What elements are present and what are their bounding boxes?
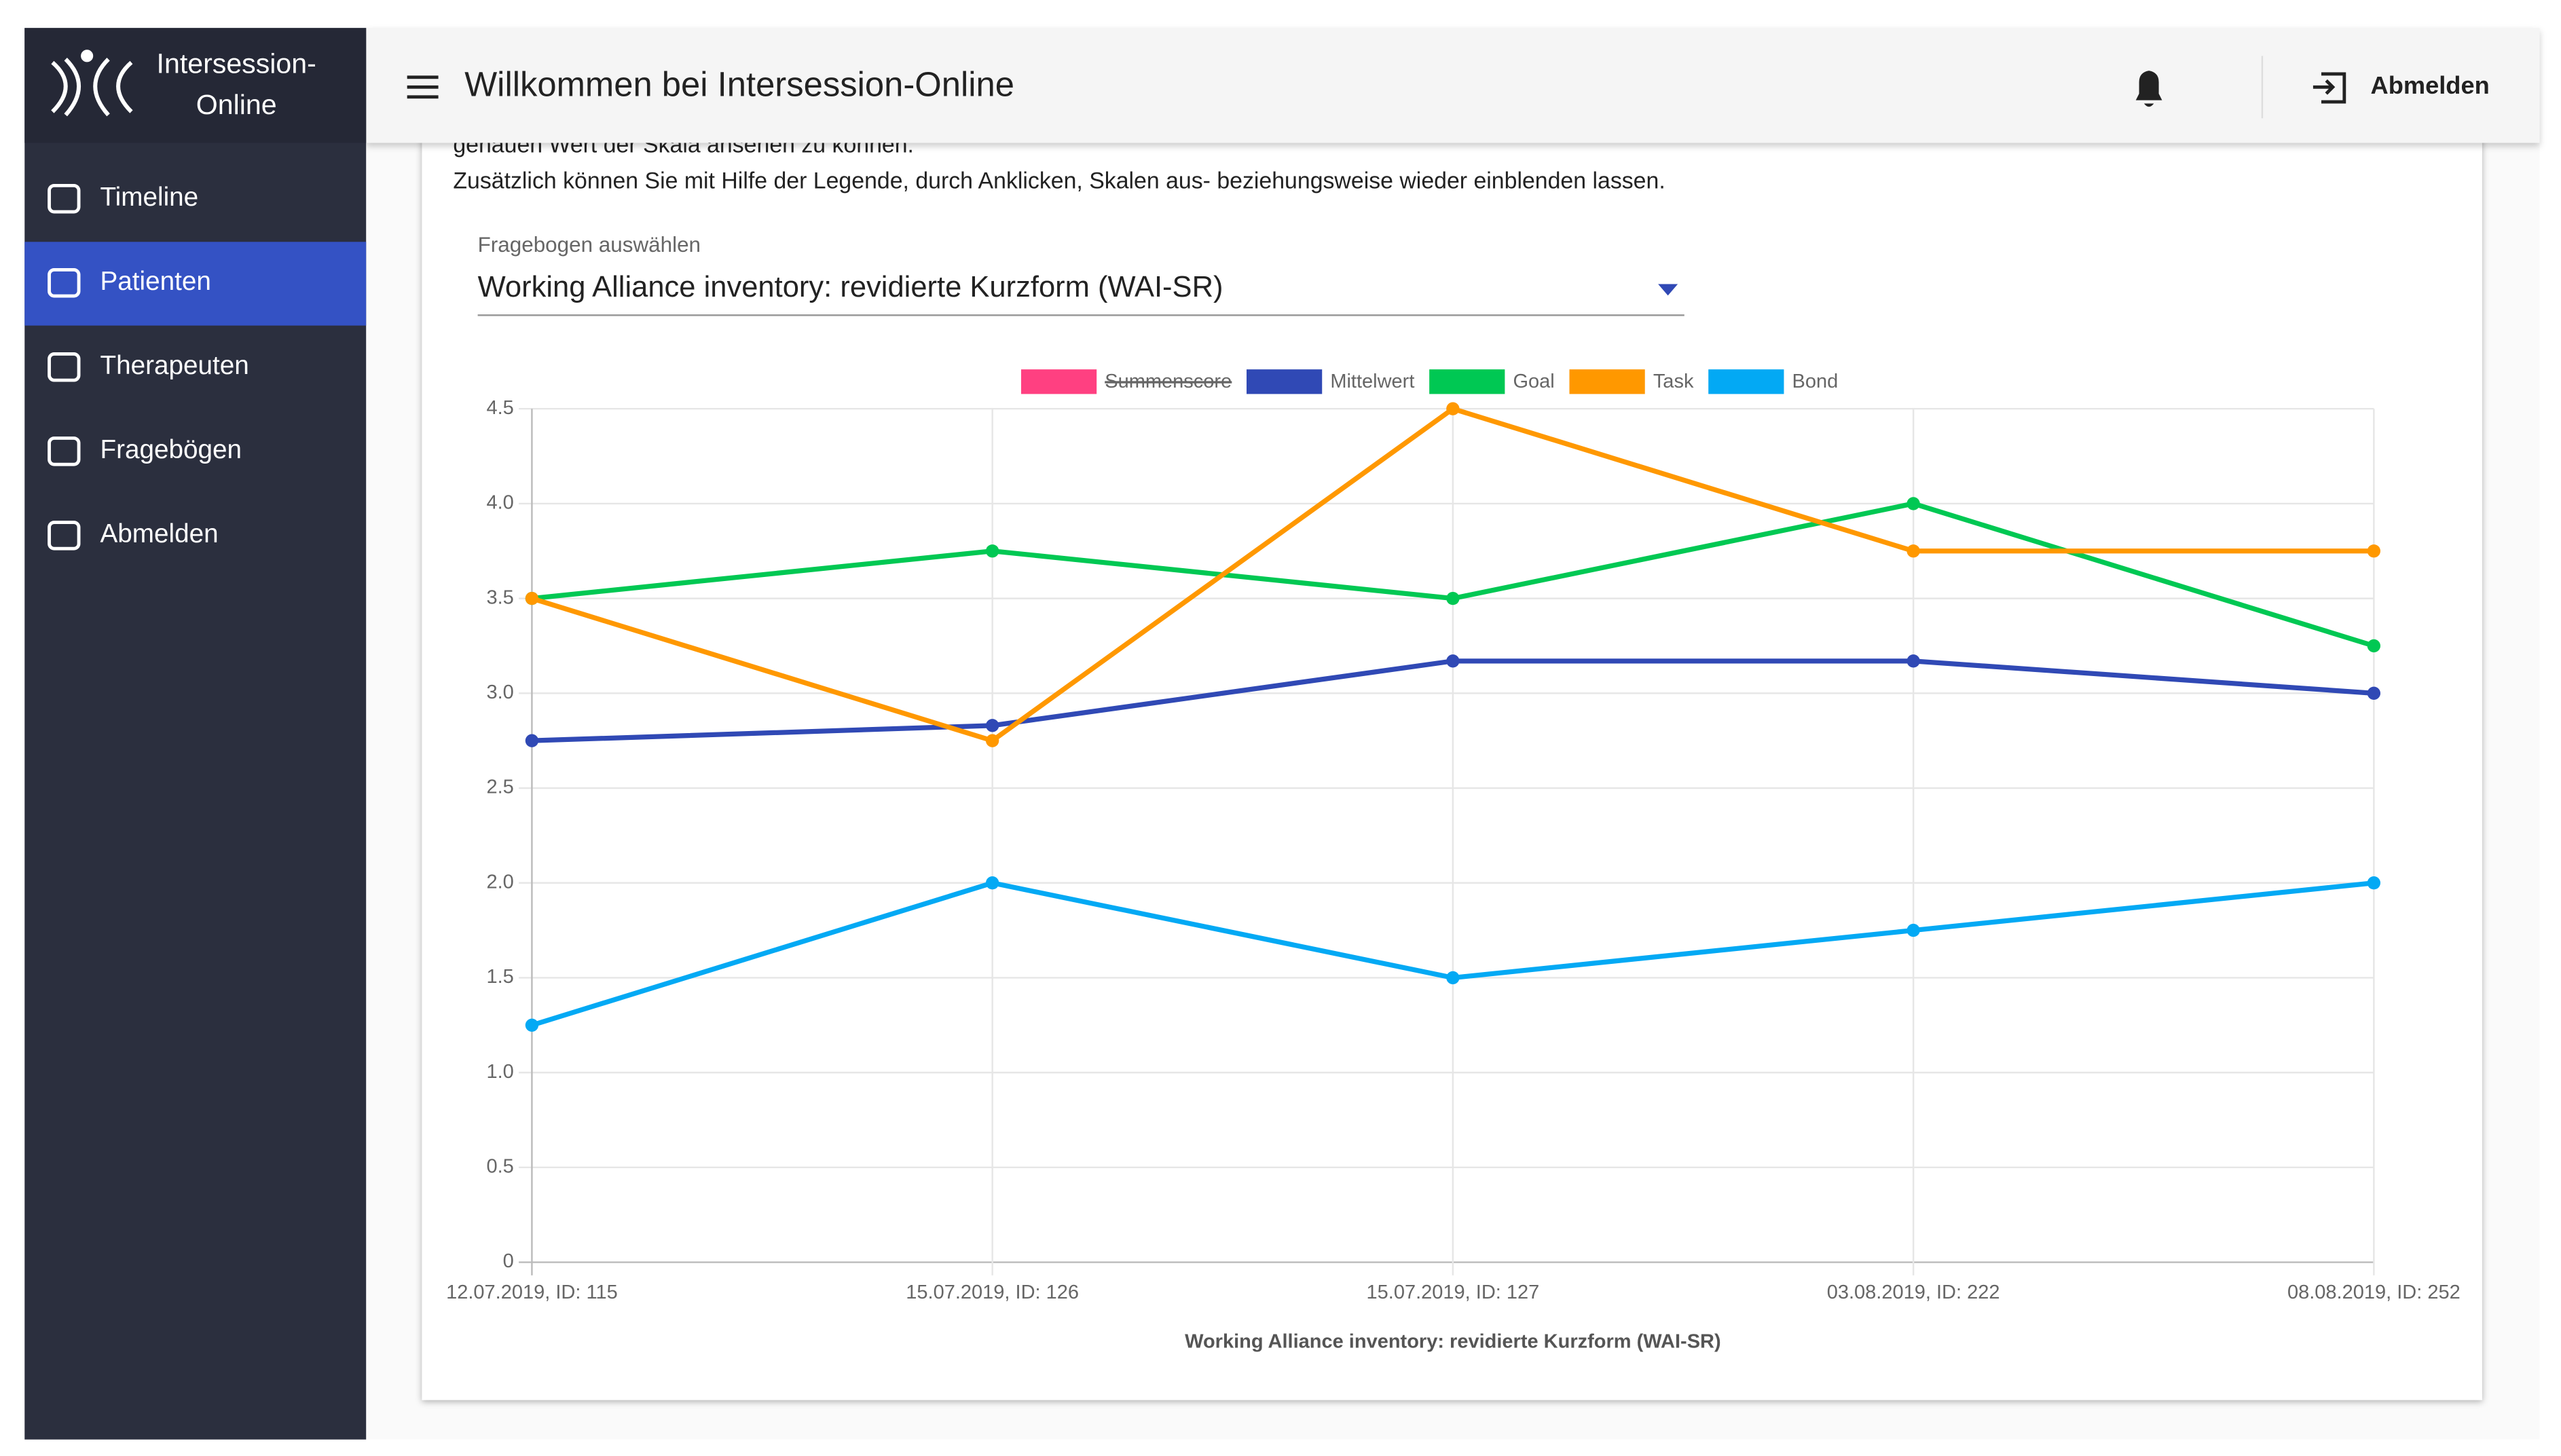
data-point xyxy=(1906,654,1920,668)
select-value[interactable]: Working Alliance inventory: revidierte K… xyxy=(478,271,1223,303)
legend-label[interactable]: Mittelwert xyxy=(1330,371,1414,392)
y-tick-label: 2.0 xyxy=(486,871,513,893)
nav-icon[interactable] xyxy=(48,267,81,298)
nav-item[interactable]: Fragebögen xyxy=(100,435,242,464)
data-point xyxy=(525,1018,539,1032)
x-tick-label: 08.08.2019, ID: 252 xyxy=(2287,1282,2461,1303)
data-point xyxy=(985,876,999,890)
legend-swatch[interactable] xyxy=(1247,369,1323,394)
y-tick-label: 1.0 xyxy=(486,1061,513,1083)
nav-item[interactable]: Timeline xyxy=(100,183,198,212)
legend-swatch[interactable] xyxy=(1429,369,1505,394)
x-tick-label: 12.07.2019, ID: 115 xyxy=(446,1282,618,1303)
data-point xyxy=(1906,497,1920,510)
data-point xyxy=(985,544,999,558)
nav-icon[interactable] xyxy=(48,352,81,382)
data-point xyxy=(1446,654,1460,668)
chart: 0 0.5 1.0 1.5 2.0 2.5 3.0 3.5 4.0 4.5 12.07.2019, … xyxy=(446,369,2461,1353)
nav: Timeline Patienten Therapeuten Fragebögen Ab… xyxy=(24,183,367,550)
legend-label[interactable]: Goal xyxy=(1513,371,1554,392)
y-tick-label: 0.5 xyxy=(486,1155,513,1177)
legend-swatch[interactable] xyxy=(1708,369,1784,394)
data-point xyxy=(2367,686,2381,700)
header xyxy=(366,28,2540,143)
data-point xyxy=(1446,971,1460,985)
data-point xyxy=(2367,876,2381,890)
nav-icon[interactable] xyxy=(48,183,81,214)
brand-name: Intersession- xyxy=(157,48,316,79)
data-point xyxy=(1906,544,1920,558)
bell-icon[interactable] xyxy=(2135,71,2162,107)
nav-item[interactable]: Patienten xyxy=(100,267,210,296)
logout-icon[interactable] xyxy=(2313,72,2346,104)
nav-active xyxy=(24,242,367,326)
y-tick-label: 3.5 xyxy=(486,586,513,608)
nav-icon[interactable] xyxy=(48,521,81,550)
legend-swatch[interactable] xyxy=(1569,369,1645,394)
legend-label[interactable]: Bond xyxy=(1792,371,1839,392)
legend-label[interactable]: Summenscore xyxy=(1105,371,1232,392)
intro-text: Zusätzlich können Sie mit Hilfe der Lege… xyxy=(453,168,1665,193)
data-point xyxy=(1446,402,1460,415)
x-tick-label: 15.07.2019, ID: 127 xyxy=(1367,1282,1540,1303)
y-tick-label: 4.0 xyxy=(486,492,513,514)
data-point xyxy=(2367,544,2381,558)
brand-name: Online xyxy=(196,89,277,120)
brand-logo xyxy=(51,50,133,117)
nav-icon[interactable] xyxy=(48,436,81,466)
select-label: Fragebogen auswählen xyxy=(478,233,701,257)
data-point xyxy=(525,591,539,605)
data-point xyxy=(1446,591,1460,605)
y-tick-label: 0 xyxy=(503,1250,514,1272)
brand-area xyxy=(24,28,367,143)
data-point xyxy=(2367,639,2381,653)
data-point xyxy=(985,719,999,732)
nav-item[interactable]: Abmelden xyxy=(100,519,218,548)
nav-item[interactable]: Therapeuten xyxy=(100,351,248,380)
x-tick-label: 03.08.2019, ID: 222 xyxy=(1827,1282,2000,1303)
legend-label[interactable]: Task xyxy=(1653,371,1694,392)
header-title: Willkommen bei Intersession-Online xyxy=(464,65,1014,104)
data-point xyxy=(1906,923,1920,937)
y-tick-label: 1.5 xyxy=(486,966,513,988)
x-axis-label: Working Alliance inventory: revidierte K… xyxy=(1185,1331,1721,1353)
data-point xyxy=(985,734,999,747)
menu-icon[interactable] xyxy=(407,75,439,99)
y-tick-label: 3.0 xyxy=(486,682,513,703)
y-tick-label: 4.5 xyxy=(486,397,513,419)
data-point xyxy=(525,734,539,747)
sidebar xyxy=(24,28,367,1440)
x-tick-label: 15.07.2019, ID: 126 xyxy=(906,1282,1079,1303)
y-tick-label: 2.5 xyxy=(486,777,513,798)
legend-swatch[interactable] xyxy=(1020,369,1097,394)
select-arrow[interactable] xyxy=(1658,284,1678,296)
header-logout[interactable]: Abmelden xyxy=(2371,71,2490,99)
